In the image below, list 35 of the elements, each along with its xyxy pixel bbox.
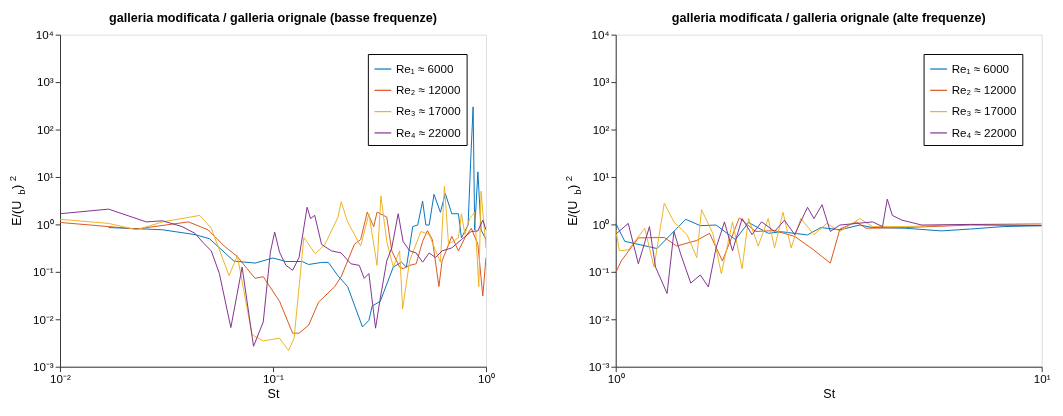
y-tick-label: 10⁴	[591, 28, 610, 42]
y-tick-label: 10⁰	[592, 217, 610, 231]
y-axis-title: E/(Ub)2	[7, 175, 28, 226]
x-tick-label: 10⁰	[478, 371, 495, 385]
y-tick-label: 10²	[36, 122, 54, 136]
legend-label: Re₁ ≈ 6000	[395, 61, 454, 75]
y-tick-label: 10²	[592, 122, 610, 136]
x-tick-label: 10⁰	[607, 371, 625, 385]
legend-label: Re₄ ≈ 22000	[951, 125, 1017, 139]
y-tick-label: 10⁻³	[32, 360, 54, 374]
y-tick-label: 10¹	[592, 170, 610, 184]
legend-label: Re₁ ≈ 6000	[951, 61, 1010, 75]
legend-label: Re₃ ≈ 17000	[395, 104, 461, 118]
chart-title: galleria modificata / galleria orignale (alte frequenze)	[671, 11, 986, 26]
legend-label: Re₂ ≈ 12000	[395, 83, 461, 97]
y-tick-label: 10⁰	[36, 217, 54, 231]
y-axis-title: E/(Ub)2	[563, 175, 583, 226]
y-tick-label: 10³	[36, 75, 54, 89]
y-tick-label: 10⁻²	[588, 312, 610, 326]
y-tick-label: 10⁻²	[32, 312, 54, 326]
x-axis-title: St	[267, 387, 280, 402]
x-tick-label: 10⁻²	[50, 371, 72, 385]
y-tick-label: 10⁻¹	[32, 265, 54, 279]
y-tick-label: 10⁻³	[588, 360, 610, 374]
legend-label: Re₃ ≈ 17000	[951, 104, 1017, 118]
legend-label: Re₄ ≈ 22000	[395, 125, 461, 139]
x-tick-label: 10⁻¹	[263, 371, 285, 385]
y-tick-label: 10⁴	[35, 28, 54, 42]
y-tick-label: 10³	[592, 75, 610, 89]
legend-label: Re₂ ≈ 12000	[951, 83, 1017, 97]
x-tick-label: 10¹	[1033, 371, 1051, 385]
chart-title: galleria modificata / galleria orignale (basse frequenze)	[109, 11, 437, 26]
y-tick-label: 10⁻¹	[588, 265, 610, 279]
y-tick-label: 10¹	[36, 170, 54, 184]
x-axis-title: St	[823, 387, 836, 402]
